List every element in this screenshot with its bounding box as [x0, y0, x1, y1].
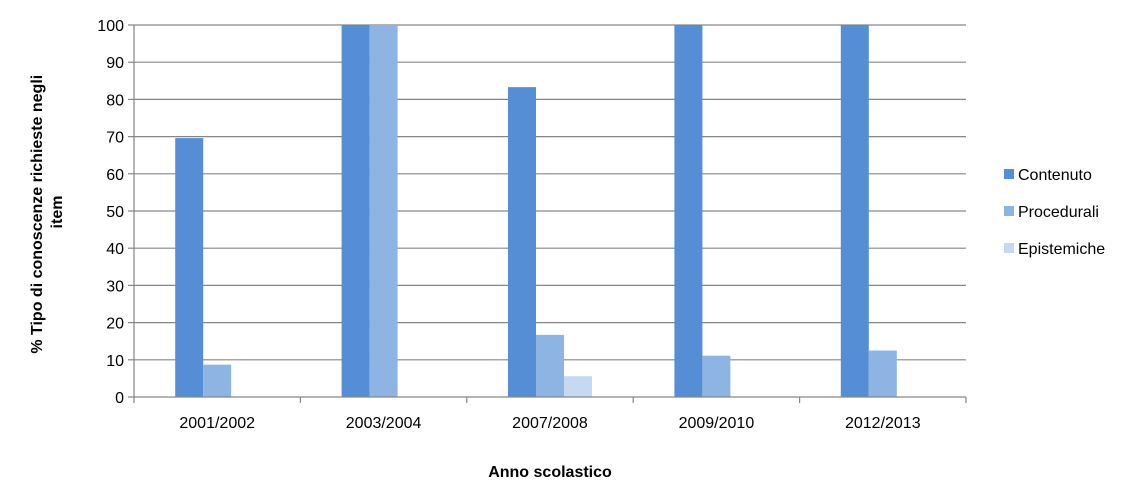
bar-epistemiche-2007-2008 [564, 376, 592, 397]
legend-label-procedurali: Procedurali [1018, 204, 1099, 221]
bars [175, 25, 897, 398]
bar-procedurali-2003-2004 [369, 25, 398, 397]
y-tick-label-20: 20 [106, 316, 124, 333]
legend: Contenuto Procedurali Epistemiche [1004, 167, 1105, 258]
y-tick-label-80: 80 [106, 92, 124, 109]
y-tick-label-100: 100 [97, 18, 124, 35]
bar-contenuto-2012-2013 [840, 25, 869, 397]
x-tick-label-2009-2010: 2009/2010 [679, 415, 755, 432]
legend-label-contenuto: Contenuto [1018, 167, 1092, 184]
y-tick-label-60: 60 [106, 167, 124, 184]
x-tick-label-2001-2002: 2001/2002 [179, 415, 255, 432]
bar-contenuto-2003-2004 [341, 25, 370, 397]
legend-label-epistemiche: Epistemiche [1018, 241, 1105, 258]
y-tick-label-50: 50 [106, 204, 124, 221]
x-tick-labels: 2001/2002 2003/2004 2007/2008 2009/2010 2012… [179, 415, 920, 432]
y-tick-label-90: 90 [106, 55, 124, 72]
x-tick-label-2007-2008: 2007/2008 [512, 415, 588, 432]
bar-procedurali-2001-2002 [203, 364, 232, 397]
y-tick-labels: 0 10 20 30 40 50 60 70 80 90 100 [97, 18, 124, 407]
legend-swatch-procedurali [1004, 206, 1014, 216]
x-axis-title: Anno scolastico [488, 464, 612, 481]
y-tick-label-10: 10 [106, 353, 124, 370]
gridlines [128, 24, 966, 398]
legend-swatch-epistemiche [1004, 243, 1014, 253]
y-tick-label-40: 40 [106, 241, 124, 258]
y-axis-title: % Tipo di conoscenze richieste negli ite… [29, 70, 66, 353]
x-tick-label-2012-2013: 2012/2013 [845, 415, 921, 432]
y-tick-label-70: 70 [106, 130, 124, 147]
bar-procedurali-2007-2008 [536, 334, 564, 397]
x-tick-label-2003-2004: 2003/2004 [346, 415, 422, 432]
bar-contenuto-2007-2008 [508, 87, 536, 398]
y-axis-title-line-1: % Tipo di conoscenze richieste negli [29, 75, 46, 354]
y-axis-title-line-2: item [49, 196, 66, 229]
y-tick-label-30: 30 [106, 278, 124, 295]
bar-procedurali-2009-2010 [702, 355, 731, 397]
bar-contenuto-2009-2010 [674, 25, 703, 397]
y-tick-label-0: 0 [115, 390, 124, 407]
legend-swatch-contenuto [1004, 169, 1014, 179]
bar-contenuto-2001-2002 [175, 138, 204, 397]
axes [133, 25, 967, 403]
bar-procedurali-2012-2013 [868, 350, 897, 397]
